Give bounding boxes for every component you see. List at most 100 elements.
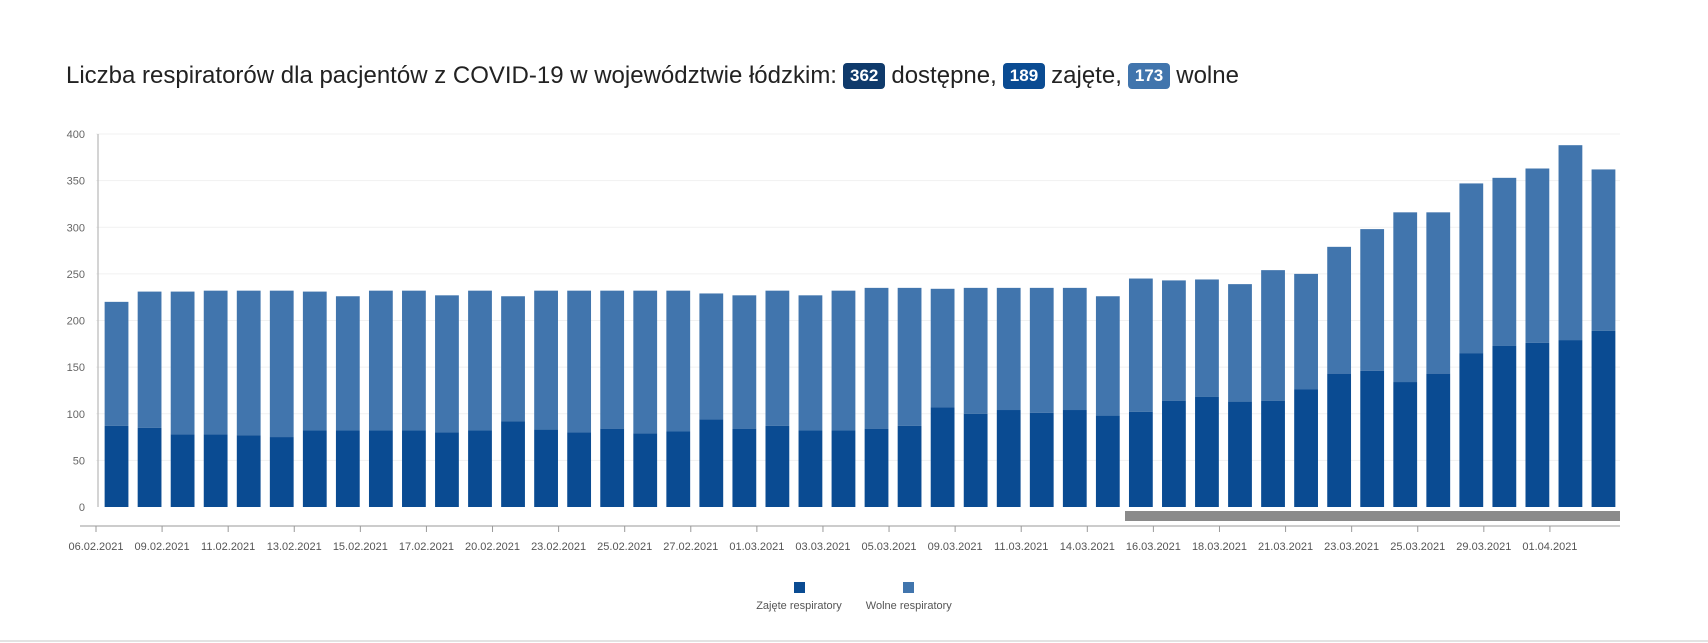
bar-occupied	[1228, 401, 1252, 507]
bar-free	[666, 290, 691, 432]
total-label: dostępne,	[891, 62, 997, 89]
bar-free	[765, 290, 790, 426]
bar-free	[236, 290, 261, 436]
bar-free	[633, 290, 658, 434]
bar-free	[1228, 284, 1252, 402]
bar-occupied	[335, 430, 360, 507]
bar-free	[1195, 279, 1219, 397]
x-tick-label: 01.03.2021	[729, 541, 784, 553]
legend-item-occupied[interactable]: Zajęte respiratory	[756, 582, 842, 612]
bar-occupied	[567, 432, 592, 507]
bar-occupied	[1525, 342, 1550, 507]
bar-occupied	[1492, 345, 1517, 507]
y-axis: 0 50 100 150 200 250 300 350 400	[67, 129, 99, 514]
bar-occupied	[170, 434, 195, 507]
bar-occupied	[534, 429, 558, 507]
bar-free	[269, 290, 294, 438]
legend-item-free[interactable]: Wolne respiratory	[866, 582, 952, 612]
x-tick-label: 14.03.2021	[1060, 541, 1115, 553]
bar-occupied	[1128, 411, 1153, 507]
bar-free	[600, 290, 625, 429]
bar-free	[335, 296, 360, 431]
bar-free	[897, 287, 922, 426]
legend-label-occupied: Zajęte respiratory	[756, 600, 842, 612]
y-tick-label: 250	[67, 269, 85, 281]
bar-occupied	[1195, 396, 1219, 507]
x-axis: 06.02.2021 09.02.2021 11.02.2021 13.02.2021…	[68, 511, 1620, 553]
bar-occupied	[1294, 389, 1318, 507]
bar-free	[203, 290, 228, 435]
bar-occupied	[996, 410, 1021, 507]
bar-free	[468, 290, 492, 431]
x-tick-label: 16.03.2021	[1126, 541, 1181, 553]
bar-occupied	[435, 432, 459, 507]
y-tick-label: 300	[67, 222, 85, 234]
bar-free	[1294, 273, 1318, 390]
bar-free	[170, 291, 195, 435]
y-tick-label: 150	[67, 362, 85, 374]
bar-occupied	[1426, 373, 1451, 507]
x-tick-label: 11.02.2021	[201, 541, 255, 553]
bar-free	[963, 287, 988, 414]
free-ventilators-badge: 173	[1127, 63, 1171, 89]
x-tick-label: 01.04.2021	[1522, 541, 1577, 553]
bar-occupied	[302, 430, 327, 507]
bar-free	[831, 290, 856, 431]
occupied-label: zajęte,	[1051, 62, 1122, 89]
legend-swatch-free	[903, 582, 915, 593]
bar-free	[1062, 287, 1087, 411]
bar-free	[368, 290, 393, 431]
legend-label-free: Wolne respiratory	[865, 600, 952, 612]
bar-occupied	[104, 425, 129, 507]
x-tick-label: 15.02.2021	[333, 541, 388, 553]
bar-occupied	[1591, 330, 1616, 507]
bar-occupied	[897, 425, 922, 507]
bar-free	[104, 301, 129, 426]
bar-occupied	[666, 431, 691, 507]
bar-free	[1492, 177, 1517, 346]
x-tick-label: 23.02.2021	[531, 541, 586, 553]
bar-occupied	[732, 428, 757, 507]
y-tick-label: 100	[67, 409, 85, 421]
bar-occupied	[600, 428, 625, 507]
bar-free	[732, 295, 757, 429]
bar-occupied	[1062, 410, 1087, 507]
bar-free	[302, 291, 327, 431]
bar-free	[1393, 212, 1418, 383]
x-tick-label: 23.03.2021	[1324, 541, 1379, 553]
bar-occupied	[1327, 373, 1352, 507]
bar-free	[1360, 229, 1385, 371]
x-tick-label: 09.03.2021	[928, 541, 983, 553]
bar-occupied	[963, 413, 988, 507]
bar-occupied	[930, 407, 955, 507]
bar-occupied	[1261, 400, 1285, 507]
chart-bars	[104, 145, 1616, 507]
x-tick-label: 17.02.2021	[399, 541, 454, 553]
bar-free	[567, 290, 592, 433]
x-tick-label: 09.02.2021	[135, 541, 190, 553]
bar-free	[1558, 145, 1583, 341]
y-tick-label: 350	[67, 176, 85, 188]
bar-occupied	[864, 428, 889, 507]
bar-free	[864, 287, 889, 429]
x-tick-label: 03.03.2021	[795, 541, 850, 553]
bar-occupied	[1029, 412, 1054, 507]
bar-occupied	[236, 435, 261, 507]
bar-occupied	[831, 430, 856, 507]
bar-free	[1162, 280, 1186, 401]
bar-free	[1525, 168, 1550, 343]
y-tick-label: 50	[73, 455, 85, 467]
bar-free	[996, 287, 1021, 411]
chart-legend: Zajęte respiratory Wolne respiratory	[0, 582, 1708, 612]
y-tick-label: 0	[79, 502, 85, 514]
x-tick-label: 25.03.2021	[1390, 541, 1445, 553]
bar-occupied	[1360, 370, 1385, 507]
x-tick-label: 20.02.2021	[465, 541, 520, 553]
stacked-bar-chart: 0 50 100 150 200 250 300 350 400 06.02.2021 09.02…	[67, 129, 1620, 553]
bar-occupied	[501, 421, 525, 507]
bar-free	[501, 296, 525, 422]
y-tick-label: 200	[67, 316, 85, 328]
bar-free	[1128, 278, 1153, 412]
x-tick-label: 18.03.2021	[1192, 541, 1247, 553]
x-tick-label: 27.02.2021	[663, 541, 718, 553]
